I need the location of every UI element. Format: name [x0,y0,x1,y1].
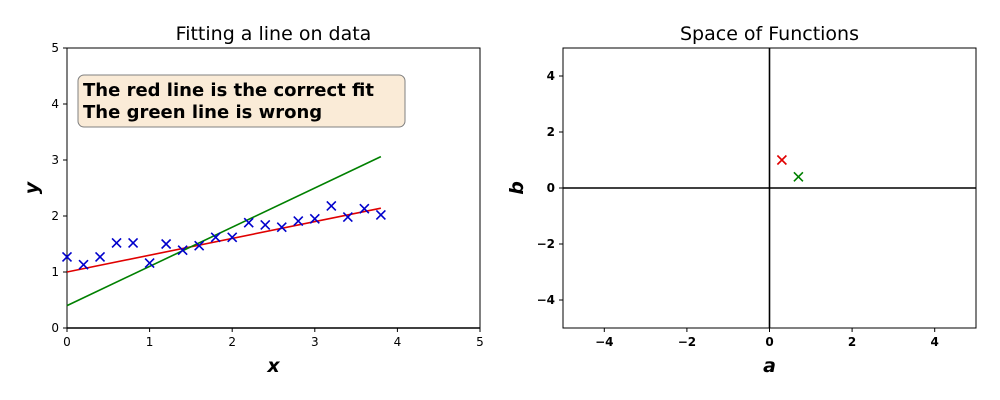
green-fit-line [66,155,382,307]
left-x-tick-label: 5 [476,335,484,349]
left-y-tick-label: 3 [51,153,59,167]
data-point [276,222,287,233]
data-point [111,237,122,248]
left-chart: Fitting a line on data 0 1 2 3 4 5 0 1 2 3 4 5 The … [21,23,484,377]
left-marks [61,155,480,329]
right-x-tick-label: 0 [765,335,773,349]
data-point [293,215,304,227]
data-point [177,245,188,256]
right-y-tick-label: 4 [547,69,555,83]
right-x-tick-label: −4 [595,335,613,349]
right-x-tick-label: 2 [848,335,856,349]
left-x-axis-label: x [266,355,280,377]
right-y-tick-label: 2 [547,125,555,139]
left-x-tick-label: 3 [311,335,319,349]
left-x-tick-label: 4 [394,335,402,349]
right-marks [563,48,976,328]
data-point [227,232,238,243]
data-point [78,259,89,270]
annotation-background [77,74,406,128]
left-y-tick-label: 0 [51,321,59,335]
left-ticks: 0 1 2 3 4 5 0 1 2 3 4 5 [51,41,483,349]
annotation-box: The red line is the correct fit The gree… [77,74,406,128]
right-chart-title: Space of Functions [680,23,859,45]
data-point [128,237,139,248]
left-chart-title: Fitting a line on data [176,23,372,45]
right-x-tick-label: 4 [931,335,939,349]
data-point [94,251,106,262]
green-function-point [793,171,804,182]
left-x-tick-label: 1 [146,335,154,349]
left-y-tick-label: 2 [51,209,59,223]
data-point [61,251,73,262]
left-y-tick-label: 1 [51,265,59,279]
data-point [342,212,353,223]
data-point [161,238,172,250]
data-point [243,217,254,228]
right-y-tick-label: −4 [537,293,555,307]
left-x-tick-label: 0 [63,335,71,349]
data-point [210,232,221,243]
right-y-tick-label: 0 [547,181,555,195]
right-y-tick-label: −2 [537,237,555,251]
data-point [260,219,271,231]
right-ticks: −4 −2 0 2 4 −4 −2 0 2 4 [537,69,939,349]
left-y-axis-label: y [21,180,43,194]
data-point [309,213,320,224]
data-point [326,200,337,211]
right-x-tick-label: −2 [678,335,696,349]
right-x-axis-label: a [763,355,776,377]
annotation-line-2: The green line is wrong [83,102,322,123]
right-chart: Space of Functions −4 −2 0 2 4 −4 −2 0 2 4 a b [506,23,977,377]
red-fit-line [66,207,382,273]
left-x-tick-label: 2 [228,335,236,349]
data-point [144,257,155,269]
data-point [194,240,205,251]
data-point [359,203,370,214]
left-y-tick-label: 4 [51,97,59,111]
annotation-line-1: The red line is the correct fit [83,80,374,101]
right-y-axis-label: b [506,181,528,195]
data-point [375,209,386,220]
left-y-tick-label: 5 [51,41,59,55]
red-function-point [776,154,787,166]
